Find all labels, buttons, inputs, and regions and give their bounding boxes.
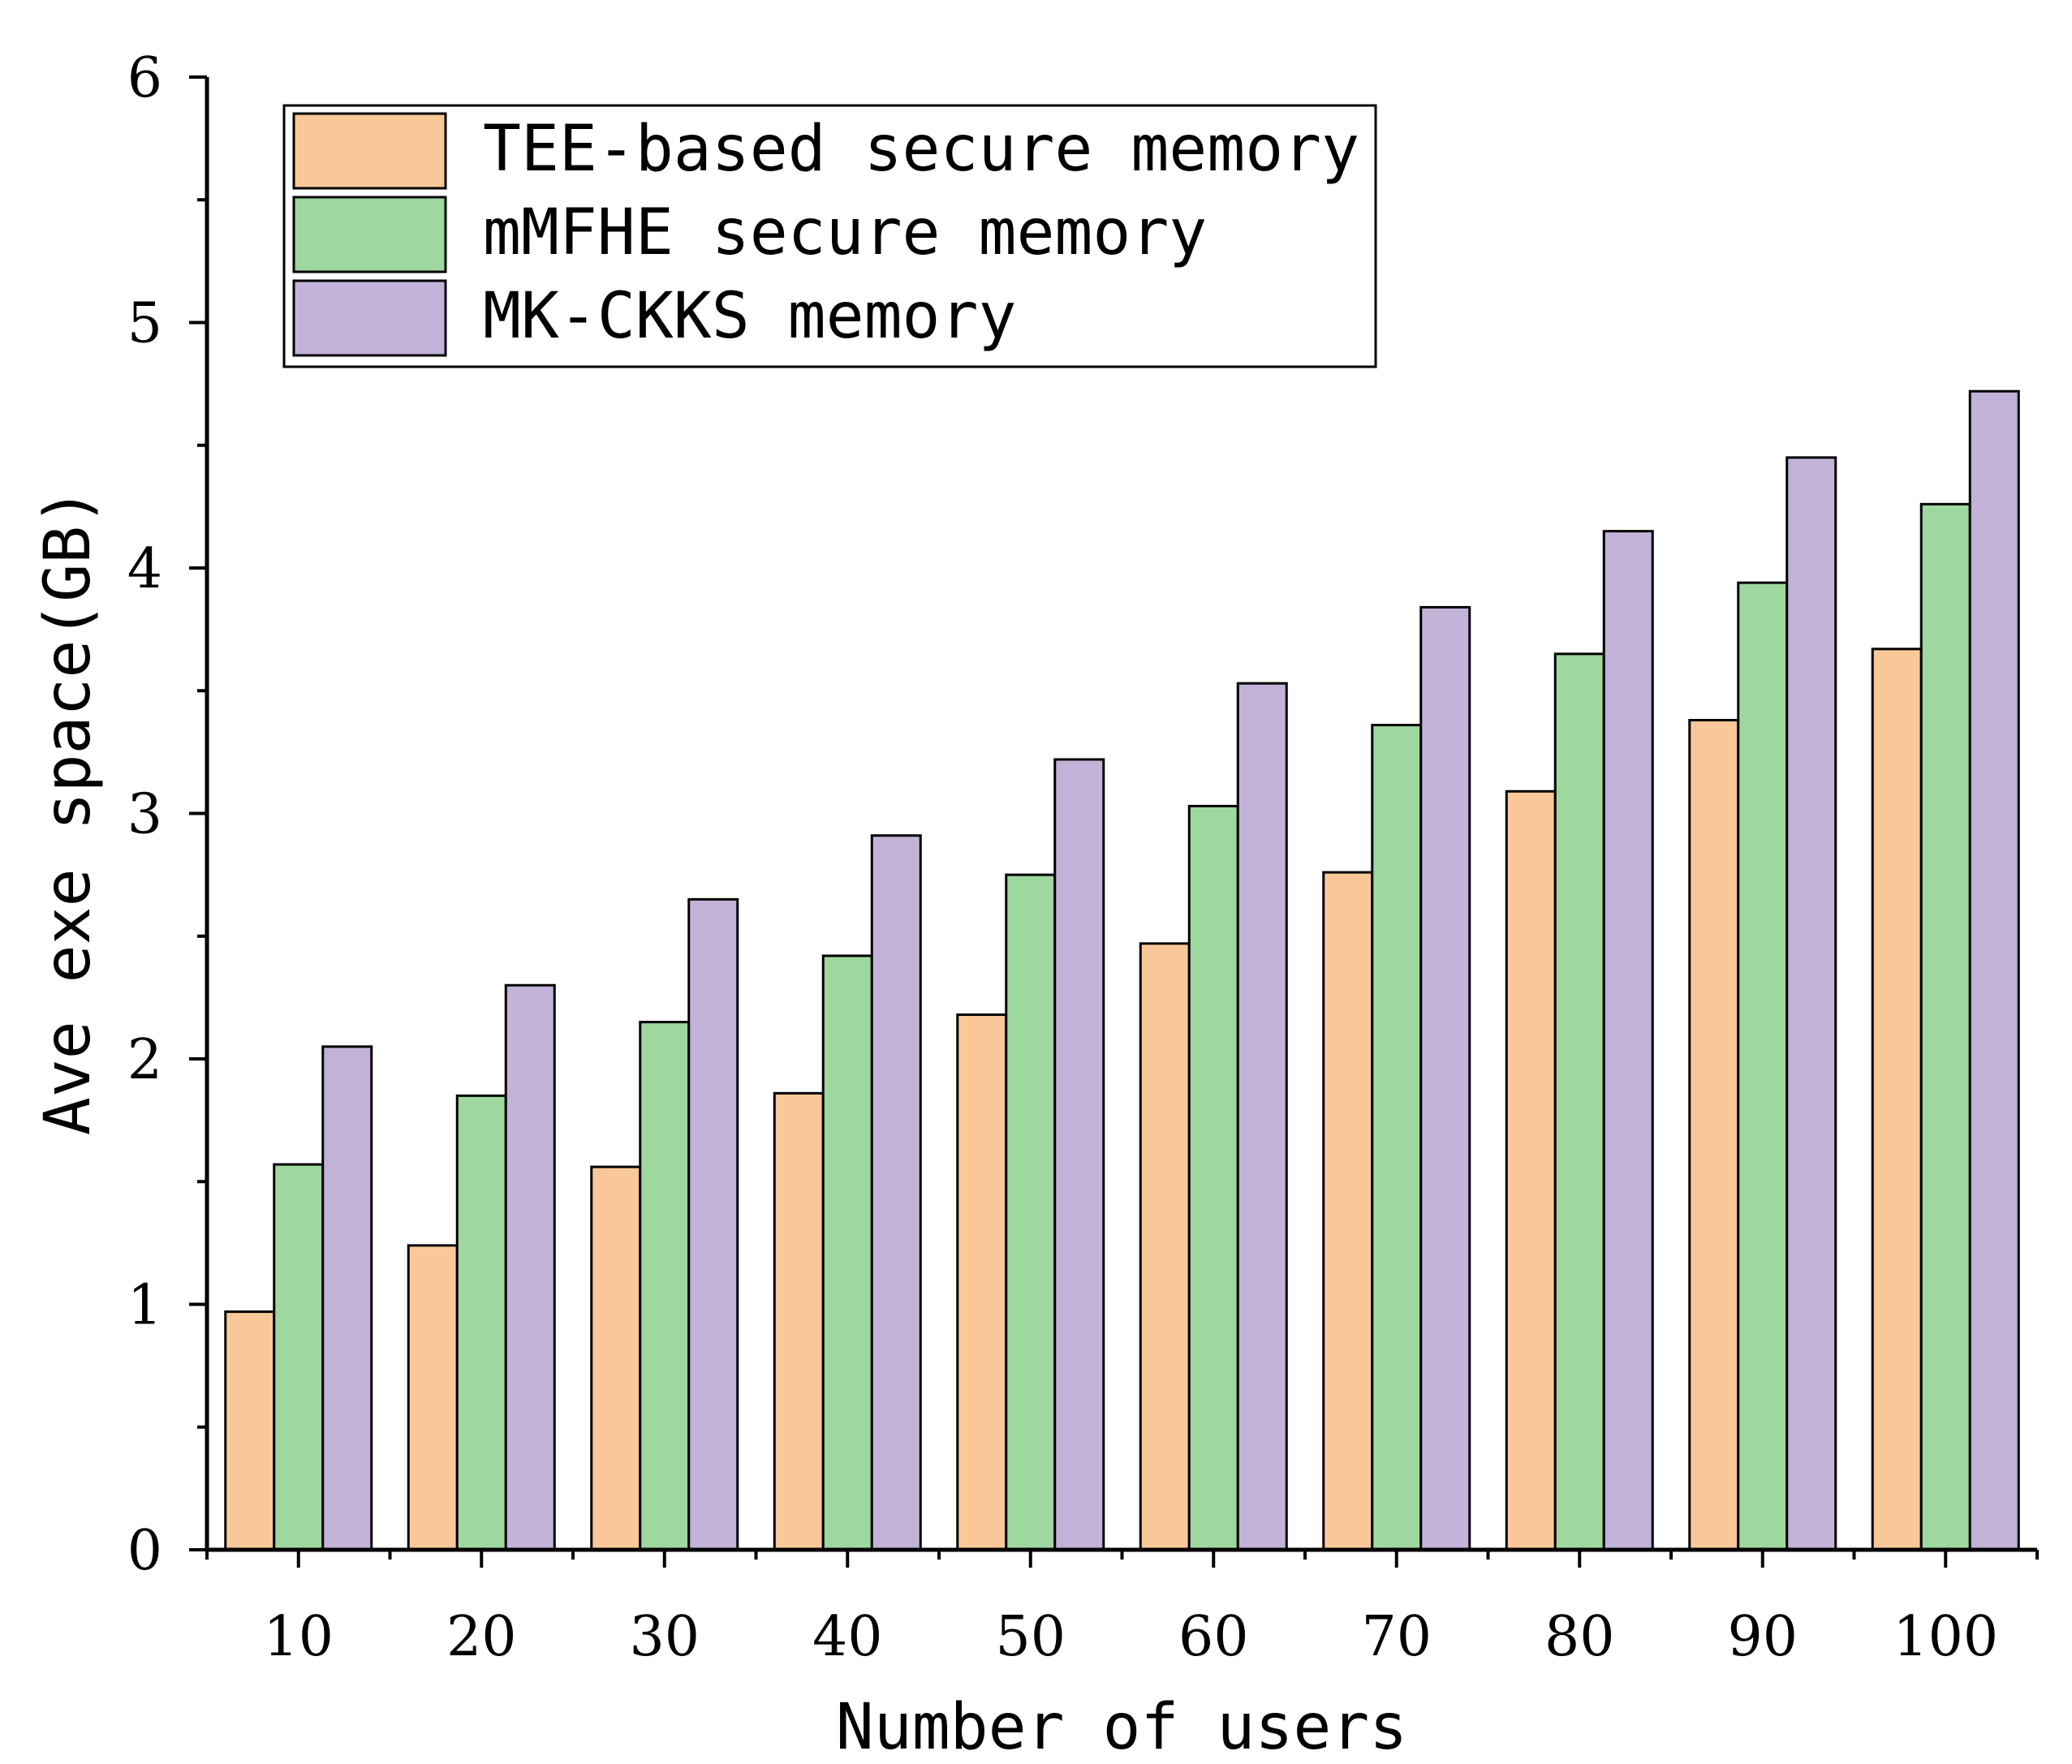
- bar-2-90: [1737, 581, 1789, 1551]
- bar-1-80: [1505, 789, 1557, 1551]
- y-tick-label: 3: [127, 783, 162, 847]
- legend-swatch-2: [292, 196, 447, 273]
- bar-3-60: [1236, 682, 1288, 1551]
- bar-2-50: [1005, 873, 1057, 1551]
- y-ticks-group: 0 1 2 3 4 5 6: [127, 46, 207, 1583]
- y-tick-label: 4: [127, 537, 162, 601]
- bar-3-100: [1968, 389, 2020, 1551]
- bar-3-50: [1053, 758, 1105, 1551]
- bar-3-80: [1602, 530, 1654, 1551]
- x-tick-label: 40: [812, 1605, 883, 1669]
- legend-label-1: TEE-based secure memory: [483, 113, 1359, 186]
- bar-1-90: [1688, 719, 1740, 1551]
- x-axis-title: Number of users: [836, 1691, 1407, 1764]
- legend-swatch-1: [292, 112, 447, 190]
- bar-2-40: [821, 954, 873, 1551]
- x-tick-label: 20: [446, 1605, 517, 1669]
- x-tick-label: 50: [995, 1605, 1066, 1669]
- legend-label-3: MK-CKKS memory: [483, 280, 1016, 353]
- x-ticks-group: 10 20 30 40 50 60 70 80 90 100: [205, 1550, 2039, 1669]
- bar-1-100: [1871, 648, 1923, 1551]
- y-tick-label: 5: [127, 292, 162, 356]
- x-tick-label: 30: [629, 1605, 700, 1669]
- x-tick-label: 90: [1727, 1605, 1798, 1669]
- bar-2-20: [455, 1094, 507, 1551]
- bar-1-70: [1322, 871, 1374, 1551]
- bars-group: [224, 389, 2020, 1551]
- bar-3-40: [870, 834, 922, 1551]
- y-tick-label: 1: [127, 1274, 162, 1338]
- legend-box: [282, 104, 1377, 368]
- x-tick-label: 80: [1544, 1605, 1615, 1669]
- x-tick-label: 60: [1178, 1605, 1249, 1669]
- bar-1-60: [1139, 942, 1191, 1551]
- bar-2-70: [1371, 724, 1423, 1551]
- bar-1-40: [773, 1091, 825, 1551]
- bar-2-30: [639, 1021, 691, 1551]
- x-tick-label: 100: [1893, 1605, 1998, 1669]
- bar-1-20: [407, 1244, 459, 1551]
- bar-3-30: [687, 897, 739, 1551]
- bar-2-10: [273, 1163, 325, 1551]
- bar-3-10: [321, 1045, 373, 1551]
- legend: TEE-based secure memory mMFHE secure memo…: [282, 104, 1377, 368]
- bar-3-70: [1419, 605, 1471, 1551]
- legend-label-2: mMFHE secure memory: [483, 196, 1207, 269]
- y-axis-title: Ave exe space(GB): [32, 488, 105, 1135]
- bar-1-30: [590, 1165, 642, 1551]
- legend-swatch-3: [292, 279, 447, 357]
- bar-1-50: [956, 1013, 1008, 1551]
- y-tick-label: 6: [127, 46, 162, 110]
- y-tick-label: 2: [127, 1028, 162, 1092]
- y-tick-label: 0: [127, 1519, 162, 1583]
- bar-3-20: [504, 983, 556, 1551]
- bar-3-90: [1786, 456, 1837, 1551]
- bar-2-60: [1187, 804, 1239, 1551]
- x-tick-label: 70: [1361, 1605, 1432, 1669]
- bar-2-80: [1553, 652, 1605, 1551]
- bar-1-10: [224, 1310, 276, 1551]
- bar-2-100: [1919, 502, 1971, 1551]
- x-tick-label: 10: [263, 1605, 334, 1669]
